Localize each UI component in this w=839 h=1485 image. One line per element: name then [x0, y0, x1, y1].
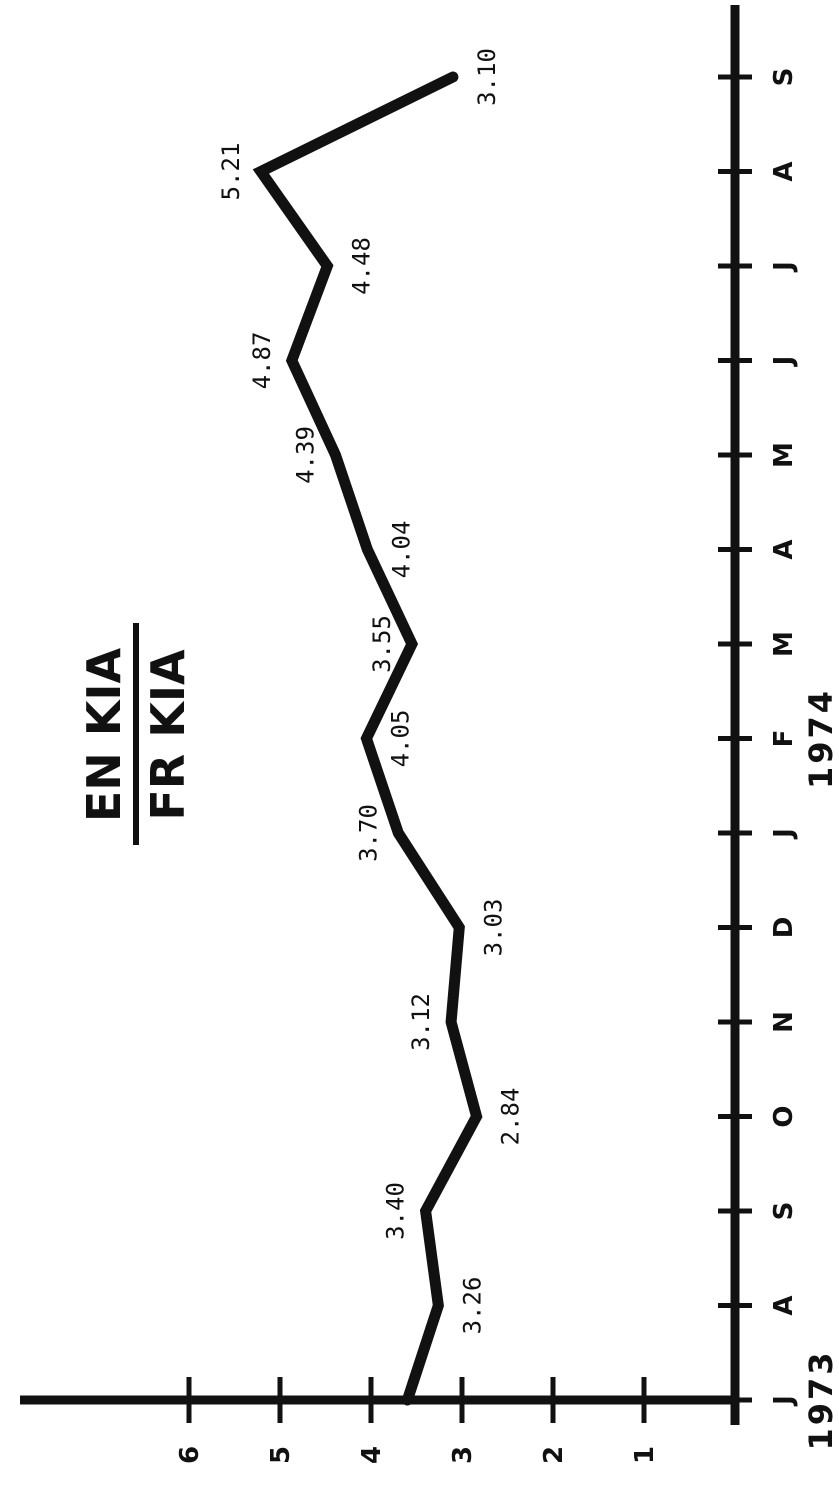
y-tick-label: 6	[175, 1446, 205, 1464]
x-tick-label: J	[769, 261, 799, 273]
data-labels: 3.26 3.40 2.84 3.12 3.03 3.70 4.05 3.55 4.04 4.39…	[217, 48, 525, 1334]
data-label: 3.40	[382, 1182, 410, 1240]
x-tick-label: A	[769, 1295, 799, 1315]
data-label: 3.70	[354, 804, 382, 862]
series-group	[252, 71, 483, 1406]
y-tick-label: 5	[266, 1446, 296, 1464]
title-numerator: EN KIA	[77, 647, 131, 822]
x-tick-label: S	[769, 1202, 799, 1221]
x-tick-label: S	[769, 68, 799, 87]
year-label: 1974	[802, 688, 839, 789]
x-tick-label: N	[769, 1011, 799, 1033]
data-label: 3.10	[473, 48, 501, 106]
y-tick-label: 4	[357, 1446, 387, 1464]
data-label: 2.84	[497, 1088, 525, 1146]
year-label: 1973	[802, 1349, 839, 1450]
x-tick-label: M	[769, 442, 799, 468]
y-axis-ticks: 1 2 3 4 5 6	[175, 1377, 660, 1464]
data-label: 4.39	[292, 426, 320, 484]
x-tick-label: F	[769, 730, 799, 748]
x-tick-label: M	[769, 631, 799, 657]
data-label: 3.55	[368, 615, 396, 673]
y-tick-label: 3	[448, 1446, 478, 1464]
x-tick-label: J	[769, 356, 799, 368]
data-label: 4.48	[347, 237, 375, 295]
y-tick-label: 1	[630, 1446, 660, 1464]
x-tick-label: O	[769, 1105, 799, 1127]
x-tick-label: J	[769, 1395, 799, 1407]
data-label: 3.03	[479, 899, 507, 957]
chart-title: EN KIA FR KIA	[77, 623, 195, 845]
x-tick-label: J	[769, 828, 799, 840]
data-label: 4.87	[248, 332, 276, 390]
data-label: 3.12	[407, 993, 435, 1051]
y-tick-label: 2	[539, 1446, 569, 1464]
data-label: 3.26	[458, 1277, 486, 1335]
x-tick-label: A	[769, 539, 799, 559]
x-tick-label: A	[769, 161, 799, 181]
series-line	[252, 71, 483, 1406]
data-label: 4.05	[386, 710, 414, 768]
x-axis-ticks: J A S O N D J F M A M J J A S	[718, 68, 799, 1407]
x-tick-label: D	[769, 917, 799, 939]
data-label: 5.21	[217, 143, 245, 201]
data-label: 4.04	[387, 521, 415, 579]
year-labels: 1973 1974	[802, 688, 839, 1451]
title-denominator: FR KIA	[141, 649, 195, 821]
